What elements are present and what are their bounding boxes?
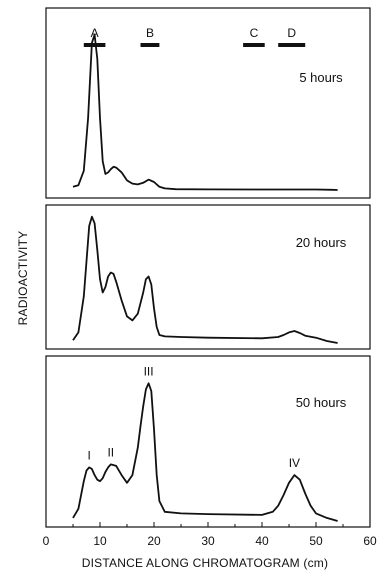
peak-label: II (107, 445, 114, 459)
reference-band-bar (278, 43, 306, 47)
reference-band-bar (243, 43, 265, 47)
radioactivity-trace-1 (72, 33, 338, 191)
radioactivity-trace-2 (72, 215, 338, 344)
x-tick-label: 10 (93, 534, 107, 548)
panel-frame-1 (45, 7, 371, 199)
reference-band-bar (83, 43, 106, 47)
x-tick-label: 30 (201, 534, 215, 548)
peak-label: IV (289, 456, 300, 470)
y-axis-title: RADIOACTIVITY (16, 231, 30, 326)
x-tick-label: 0 (43, 534, 50, 548)
reference-band-label: B (146, 26, 154, 40)
radioactivity-trace-3 (72, 382, 338, 522)
panel-frame-2 (45, 204, 371, 350)
reference-band-label: D (287, 26, 296, 40)
peak-label: III (144, 364, 154, 378)
reference-band-label: A (91, 26, 99, 40)
panel-label: 5 hours (299, 70, 343, 85)
reference-band-label: C (250, 26, 259, 40)
x-tick-label: 50 (309, 534, 323, 548)
x-tick-label: 20 (147, 534, 161, 548)
peak-label: I (88, 448, 91, 462)
reference-band-bar (140, 43, 160, 47)
panel-label: 20 hours (296, 235, 347, 250)
x-axis-title: DISTANCE ALONG CHROMATOGRAM (cm) (82, 556, 328, 570)
panel-label: 50 hours (296, 395, 347, 410)
panel-frame-3 (45, 355, 371, 528)
x-tick-label: 40 (255, 534, 269, 548)
x-tick-label: 60 (363, 534, 377, 548)
